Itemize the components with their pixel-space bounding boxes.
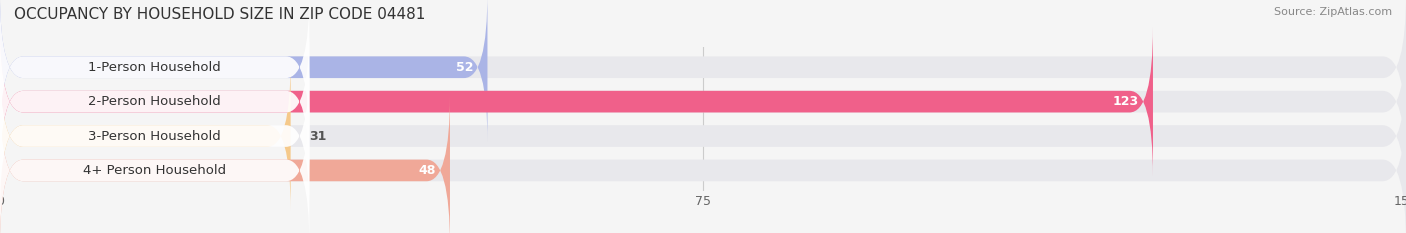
Text: 4+ Person Household: 4+ Person Household — [83, 164, 226, 177]
FancyBboxPatch shape — [0, 0, 309, 142]
FancyBboxPatch shape — [0, 27, 1153, 177]
FancyBboxPatch shape — [0, 61, 291, 211]
FancyBboxPatch shape — [0, 61, 1406, 211]
Text: 52: 52 — [456, 61, 474, 74]
FancyBboxPatch shape — [0, 0, 1406, 142]
Text: 48: 48 — [419, 164, 436, 177]
Text: 3-Person Household: 3-Person Household — [89, 130, 221, 143]
FancyBboxPatch shape — [0, 27, 1406, 177]
Text: 2-Person Household: 2-Person Household — [89, 95, 221, 108]
FancyBboxPatch shape — [0, 61, 309, 211]
FancyBboxPatch shape — [0, 27, 309, 177]
FancyBboxPatch shape — [0, 95, 309, 233]
FancyBboxPatch shape — [0, 0, 488, 142]
FancyBboxPatch shape — [0, 95, 1406, 233]
Text: 1-Person Household: 1-Person Household — [89, 61, 221, 74]
FancyBboxPatch shape — [0, 95, 450, 233]
Text: 123: 123 — [1112, 95, 1139, 108]
Text: OCCUPANCY BY HOUSEHOLD SIZE IN ZIP CODE 04481: OCCUPANCY BY HOUSEHOLD SIZE IN ZIP CODE … — [14, 7, 426, 22]
Text: Source: ZipAtlas.com: Source: ZipAtlas.com — [1274, 7, 1392, 17]
Text: 31: 31 — [309, 130, 326, 143]
